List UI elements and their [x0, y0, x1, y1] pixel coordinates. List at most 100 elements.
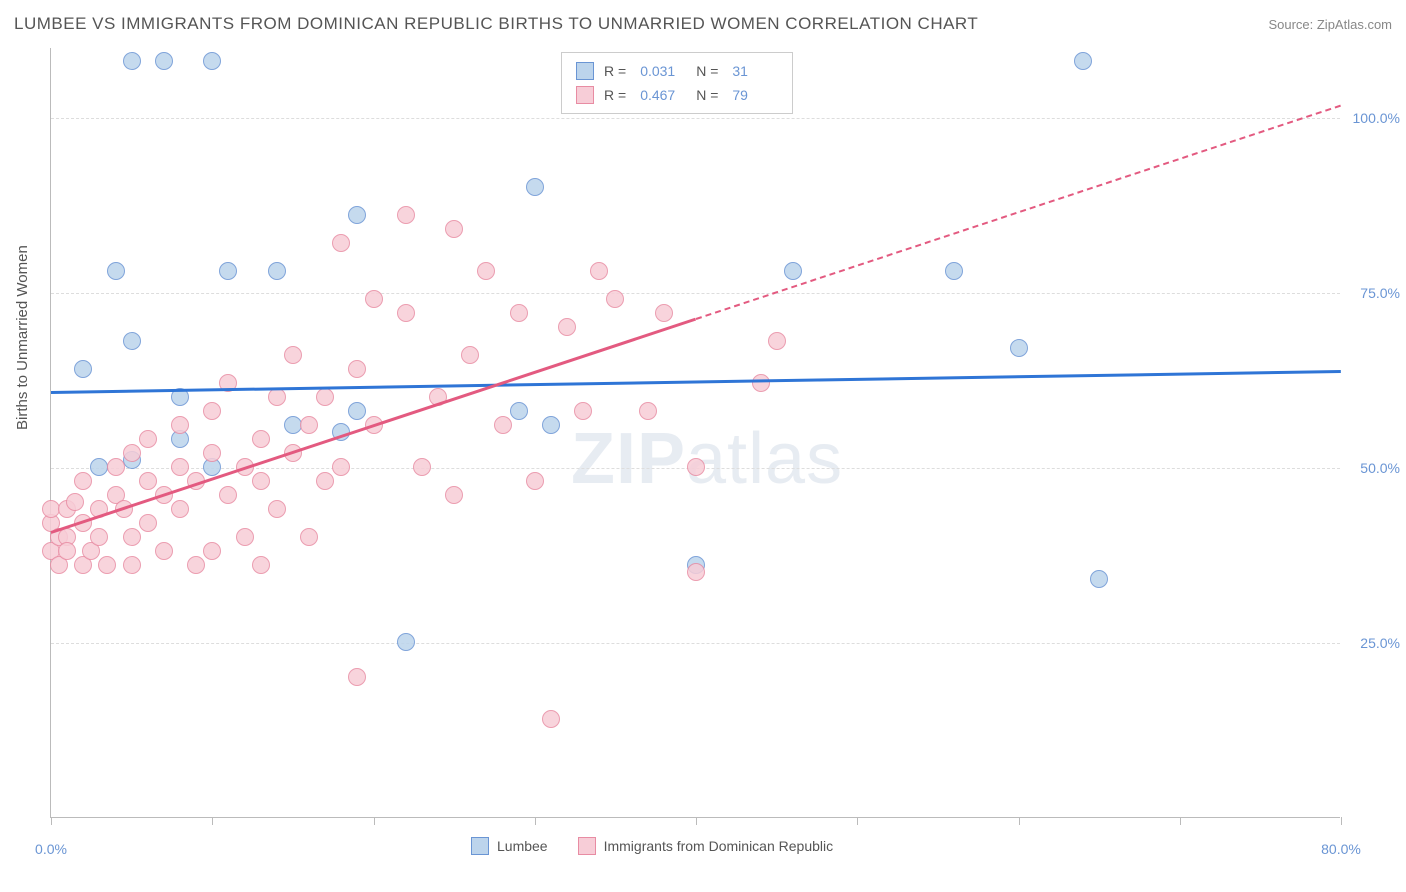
data-point	[687, 563, 705, 581]
data-point	[74, 360, 92, 378]
data-point	[413, 458, 431, 476]
data-point	[590, 262, 608, 280]
legend-item: Lumbee	[471, 837, 548, 855]
y-tick-label: 75.0%	[1360, 285, 1400, 301]
data-point	[284, 346, 302, 364]
y-tick-label: 25.0%	[1360, 635, 1400, 651]
data-point	[203, 52, 221, 70]
data-point	[1090, 570, 1108, 588]
data-point	[236, 528, 254, 546]
data-point	[90, 528, 108, 546]
x-tick	[857, 817, 858, 825]
data-point	[252, 430, 270, 448]
data-point	[655, 304, 673, 322]
data-point	[203, 402, 221, 420]
data-point	[123, 332, 141, 350]
data-point	[74, 472, 92, 490]
data-point	[123, 556, 141, 574]
data-point	[494, 416, 512, 434]
data-point	[332, 234, 350, 252]
n-value: 79	[732, 83, 778, 107]
data-point	[477, 262, 495, 280]
data-point	[203, 444, 221, 462]
legend-swatch	[576, 62, 594, 80]
n-value: 31	[732, 59, 778, 83]
data-point	[752, 374, 770, 392]
data-point	[542, 710, 560, 728]
trend-line	[51, 318, 697, 534]
chart-header: LUMBEE VS IMMIGRANTS FROM DOMINICAN REPU…	[14, 14, 1392, 34]
gridline	[51, 118, 1340, 119]
legend-row: R =0.031N =31	[576, 59, 778, 83]
data-point	[784, 262, 802, 280]
data-point	[66, 493, 84, 511]
x-tick-label: 80.0%	[1321, 841, 1361, 857]
data-point	[510, 304, 528, 322]
data-point	[107, 458, 125, 476]
x-tick-label: 0.0%	[35, 841, 67, 857]
data-point	[461, 346, 479, 364]
y-axis-label: Births to Unmarried Women	[14, 245, 31, 430]
data-point	[219, 486, 237, 504]
data-point	[139, 430, 157, 448]
data-point	[171, 500, 189, 518]
r-label: R =	[604, 83, 626, 107]
data-point	[1010, 339, 1028, 357]
chart-plot-area: ZIPatlas R =0.031N =31R =0.467N =79 Lumb…	[50, 48, 1340, 818]
y-tick-label: 50.0%	[1360, 460, 1400, 476]
watermark: ZIPatlas	[571, 418, 843, 500]
data-point	[316, 472, 334, 490]
data-point	[397, 206, 415, 224]
correlation-legend: R =0.031N =31R =0.467N =79	[561, 52, 793, 114]
x-tick	[51, 817, 52, 825]
x-tick	[212, 817, 213, 825]
data-point	[574, 402, 592, 420]
data-point	[348, 402, 366, 420]
r-value: 0.031	[640, 59, 686, 83]
data-point	[510, 402, 528, 420]
data-point	[203, 542, 221, 560]
data-point	[445, 486, 463, 504]
chart-title: LUMBEE VS IMMIGRANTS FROM DOMINICAN REPU…	[14, 14, 978, 34]
data-point	[171, 416, 189, 434]
data-point	[219, 262, 237, 280]
data-point	[687, 458, 705, 476]
data-point	[123, 528, 141, 546]
source-label: Source: ZipAtlas.com	[1268, 17, 1392, 32]
x-tick	[535, 817, 536, 825]
data-point	[300, 528, 318, 546]
gridline	[51, 293, 1340, 294]
gridline	[51, 643, 1340, 644]
data-point	[268, 500, 286, 518]
data-point	[526, 472, 544, 490]
data-point	[348, 360, 366, 378]
data-point	[58, 542, 76, 560]
data-point	[300, 416, 318, 434]
legend-row: R =0.467N =79	[576, 83, 778, 107]
data-point	[348, 668, 366, 686]
data-point	[768, 332, 786, 350]
x-tick	[1341, 817, 1342, 825]
data-point	[155, 542, 173, 560]
x-tick	[374, 817, 375, 825]
data-point	[171, 458, 189, 476]
data-point	[268, 388, 286, 406]
data-point	[268, 262, 286, 280]
data-point	[348, 206, 366, 224]
legend-swatch	[576, 86, 594, 104]
data-point	[445, 220, 463, 238]
legend-label: Immigrants from Dominican Republic	[604, 838, 834, 854]
data-point	[139, 514, 157, 532]
legend-item: Immigrants from Dominican Republic	[578, 837, 834, 855]
n-label: N =	[696, 83, 718, 107]
data-point	[1074, 52, 1092, 70]
legend-label: Lumbee	[497, 838, 548, 854]
data-point	[945, 262, 963, 280]
data-point	[365, 290, 383, 308]
legend-swatch	[471, 837, 489, 855]
series-legend: Lumbee Immigrants from Dominican Republic	[471, 837, 833, 855]
data-point	[123, 52, 141, 70]
data-point	[98, 556, 116, 574]
data-point	[107, 262, 125, 280]
data-point	[155, 52, 173, 70]
